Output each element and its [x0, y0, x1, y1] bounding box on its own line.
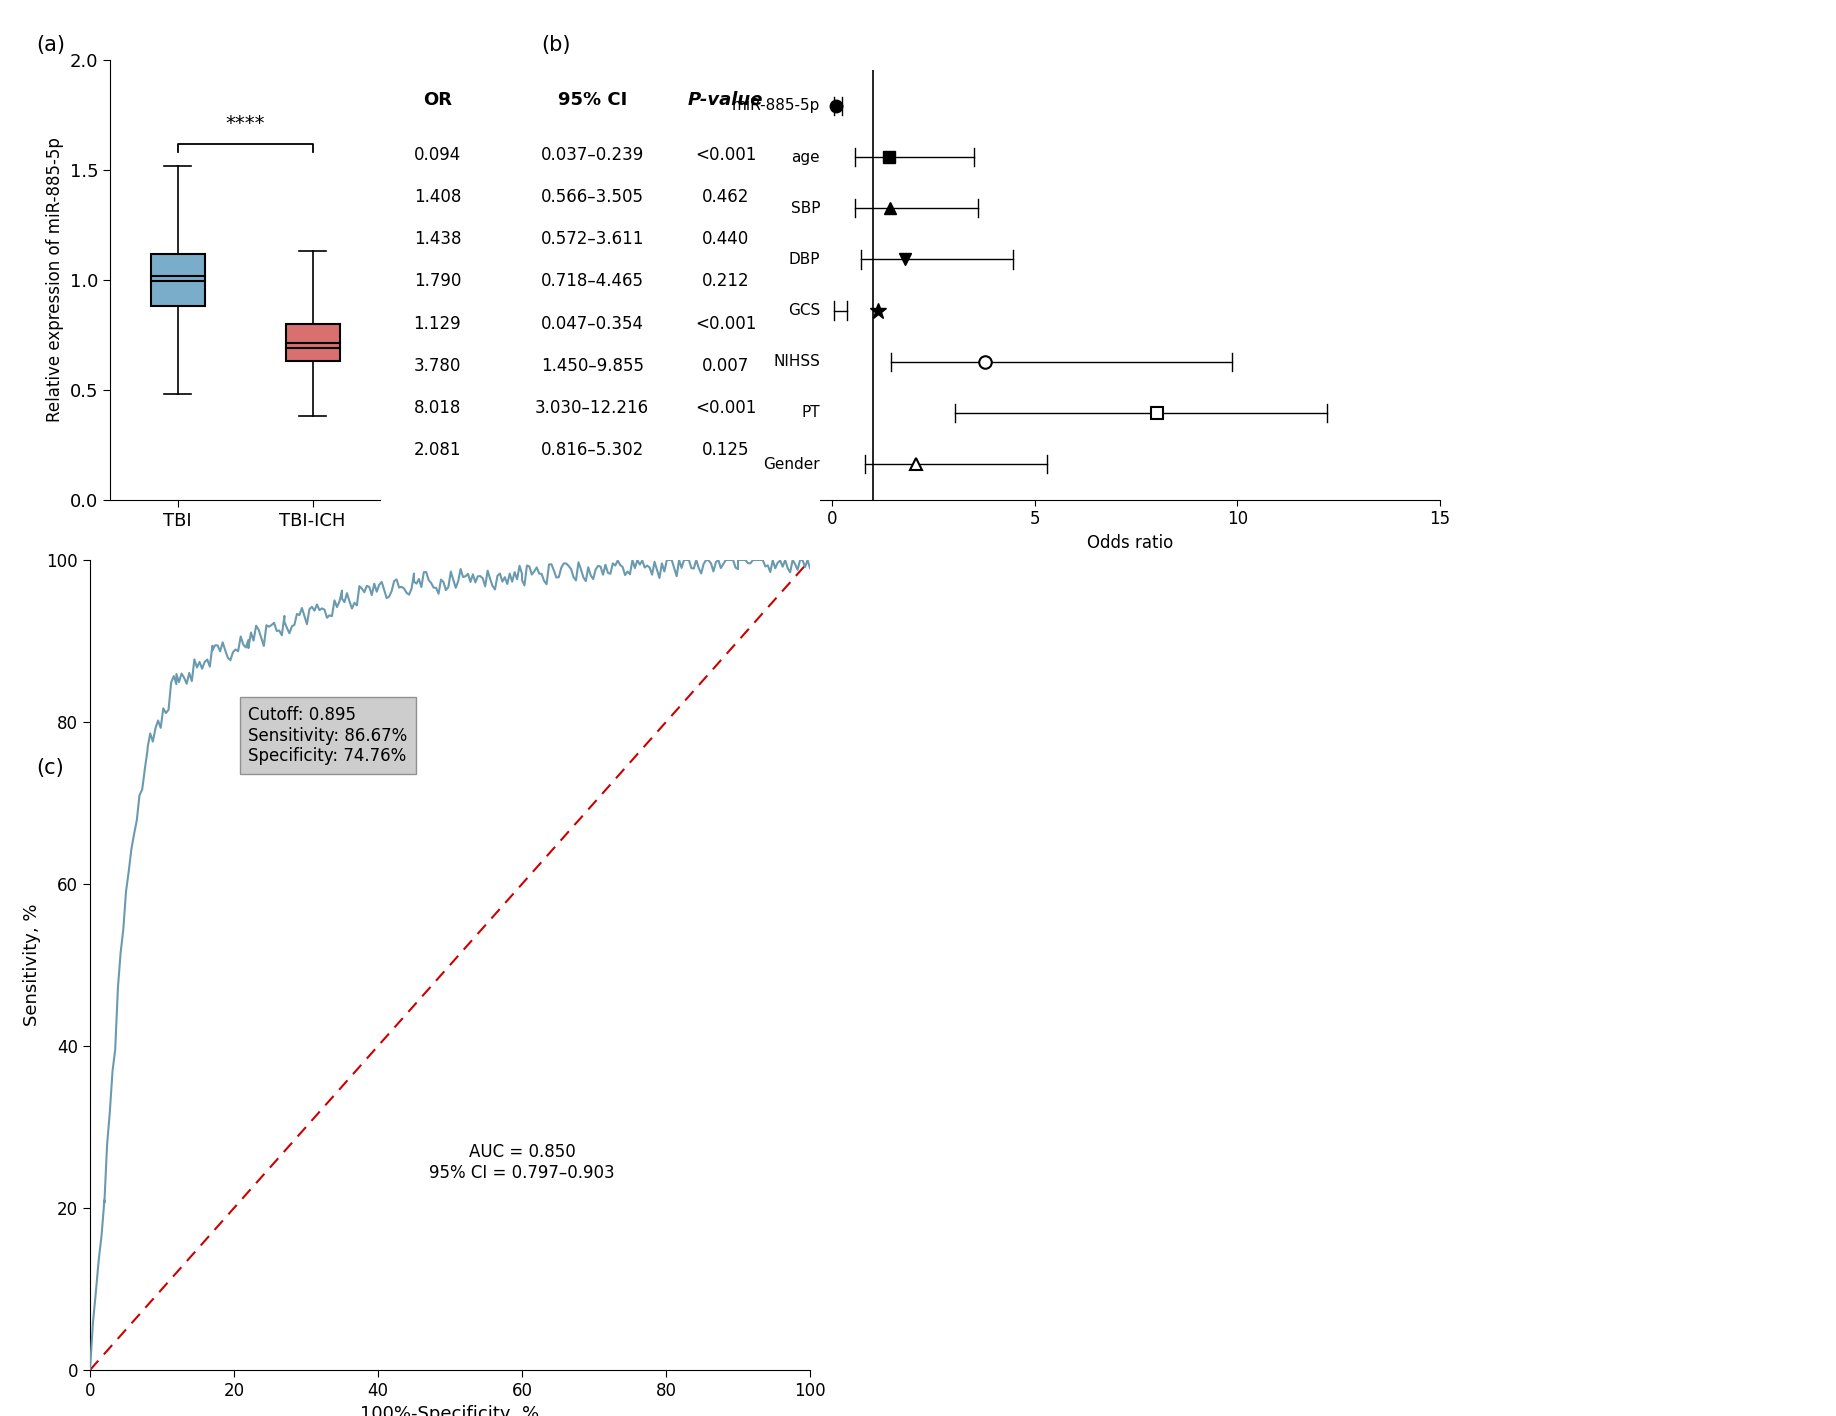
Text: SBP: SBP	[791, 201, 821, 215]
Text: 0.440: 0.440	[701, 231, 749, 248]
Text: 3.780: 3.780	[413, 357, 461, 375]
Text: AUC = 0.850
95% CI = 0.797–0.903: AUC = 0.850 95% CI = 0.797–0.903	[430, 1143, 615, 1182]
Text: (c): (c)	[37, 758, 64, 777]
Text: 1.450–9.855: 1.450–9.855	[540, 357, 644, 375]
Text: <0.001: <0.001	[694, 399, 756, 418]
Y-axis label: Sensitivity, %: Sensitivity, %	[24, 903, 40, 1027]
Text: Gender: Gender	[764, 457, 821, 472]
X-axis label: Odds ratio: Odds ratio	[1087, 534, 1173, 552]
Text: 0.047–0.354: 0.047–0.354	[540, 314, 644, 333]
Text: NIHSS: NIHSS	[773, 354, 821, 370]
Text: 1.408: 1.408	[413, 188, 461, 205]
Text: 0.125: 0.125	[701, 442, 749, 459]
Text: Cutoff: 0.895
Sensitivity: 86.67%
Specificity: 74.76%: Cutoff: 0.895 Sensitivity: 86.67% Specif…	[248, 705, 408, 766]
Text: 2.081: 2.081	[413, 442, 461, 459]
Y-axis label: Relative expression of miR-885-5p: Relative expression of miR-885-5p	[46, 137, 64, 422]
Text: (b): (b)	[542, 35, 571, 55]
Text: 3.030–12.216: 3.030–12.216	[534, 399, 650, 418]
X-axis label: 100%-Specificity, %: 100%-Specificity, %	[360, 1405, 540, 1416]
Text: miR-885-5p: miR-885-5p	[731, 98, 821, 113]
Text: PT: PT	[800, 405, 821, 421]
Text: 0.037–0.239: 0.037–0.239	[540, 146, 644, 164]
FancyBboxPatch shape	[151, 253, 204, 306]
Text: 1.438: 1.438	[413, 231, 461, 248]
Text: (a): (a)	[37, 35, 66, 55]
Text: 0.212: 0.212	[701, 272, 749, 290]
Text: ****: ****	[226, 113, 264, 133]
Text: 95% CI: 95% CI	[558, 91, 626, 109]
Text: 8.018: 8.018	[413, 399, 461, 418]
Text: 1.129: 1.129	[413, 314, 461, 333]
Text: 0.007: 0.007	[701, 357, 749, 375]
Text: 1.790: 1.790	[413, 272, 461, 290]
Text: OR: OR	[422, 91, 452, 109]
FancyBboxPatch shape	[286, 324, 340, 361]
Text: P-value: P-value	[688, 91, 764, 109]
Text: age: age	[791, 150, 821, 164]
Text: 0.462: 0.462	[701, 188, 749, 205]
Text: 0.718–4.465: 0.718–4.465	[540, 272, 644, 290]
Text: 0.094: 0.094	[413, 146, 461, 164]
Text: <0.001: <0.001	[694, 146, 756, 164]
Text: GCS: GCS	[788, 303, 821, 319]
Text: <0.001: <0.001	[694, 314, 756, 333]
Text: 0.566–3.505: 0.566–3.505	[540, 188, 644, 205]
Text: 0.572–3.611: 0.572–3.611	[540, 231, 644, 248]
Text: 0.816–5.302: 0.816–5.302	[540, 442, 644, 459]
Text: DBP: DBP	[788, 252, 821, 266]
